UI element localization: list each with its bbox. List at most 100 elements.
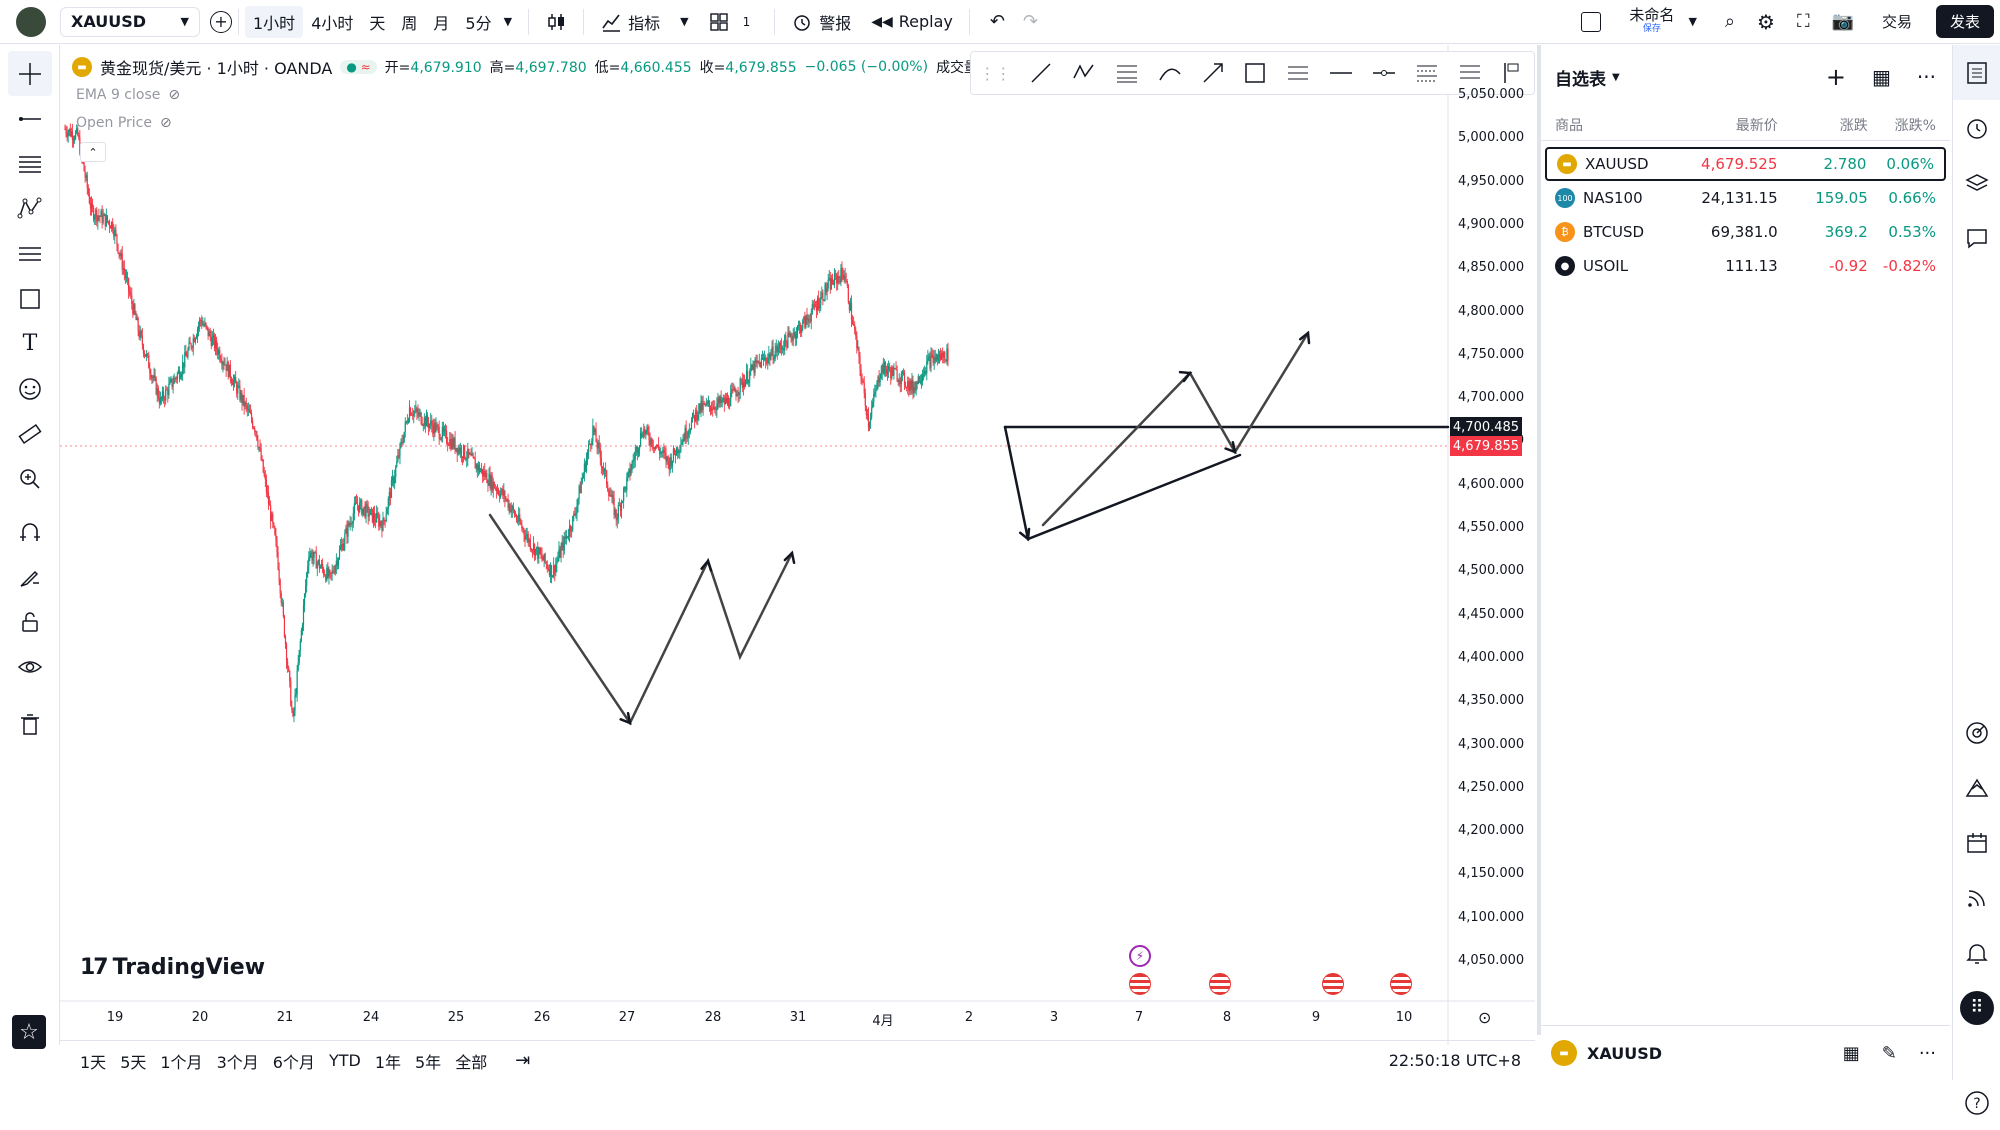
fib-retracement-icon[interactable] xyxy=(1114,60,1140,86)
stay-drawing-icon[interactable] xyxy=(0,554,60,599)
add-symbol-icon[interactable]: + xyxy=(1825,63,1847,91)
chevron-down-icon[interactable]: ▼ xyxy=(1612,71,1620,83)
emoji-icon[interactable] xyxy=(0,366,60,411)
watchlist-row-xauusd[interactable]: ▬ XAUUSD 4,679.525 2.780 0.06% xyxy=(1545,147,1946,181)
collapse-legend-icon[interactable]: ⌃ xyxy=(80,142,106,162)
replay-button[interactable]: ◀◀ Replay xyxy=(861,0,963,44)
range-1y[interactable]: 1年 xyxy=(374,1052,401,1072)
clock-timezone[interactable]: 22:50:18 UTC+8 xyxy=(1388,1051,1521,1070)
fullscreen-layout-icon[interactable] xyxy=(1581,11,1602,32)
chevron-down-icon[interactable]: ▼ xyxy=(503,15,513,28)
more-icon[interactable]: ··· xyxy=(1916,65,1936,89)
curve-icon[interactable] xyxy=(1157,60,1183,86)
range-5y[interactable]: 5年 xyxy=(415,1052,442,1072)
settings-gear-icon[interactable]: ⚙ xyxy=(1757,9,1775,34)
range-1m[interactable]: 1个月 xyxy=(160,1052,203,1072)
trade-button[interactable]: 交易 xyxy=(1881,13,1912,31)
interval-1d[interactable]: 天 xyxy=(369,13,386,33)
legend-title[interactable]: 黄金现货/美元 · 1小时 · OANDA xyxy=(100,59,333,78)
open-price-indicator-row[interactable]: Open Price ⊘ xyxy=(76,115,172,131)
range-1d[interactable]: 1天 xyxy=(80,1052,107,1072)
col-change[interactable]: 涨跌 xyxy=(1839,117,1868,134)
arrow-line-icon[interactable] xyxy=(1200,60,1226,86)
redo-icon[interactable]: ↷ xyxy=(1022,11,1039,32)
indicators-button[interactable]: 指标 ▼ xyxy=(590,0,698,44)
parallel-channel-icon[interactable] xyxy=(1285,60,1311,86)
object-tree-icon[interactable] xyxy=(1953,155,2000,210)
advanced-view-icon[interactable]: ▦ xyxy=(1872,65,1891,89)
chart-area[interactable]: ▬ 黄金现货/美元 · 1小时 · OANDA ● ≈ 开=4,679.910 … xyxy=(60,45,1535,1045)
chat-icon[interactable] xyxy=(1953,210,2000,265)
interval-4h[interactable]: 4小时 xyxy=(311,13,354,33)
rectangle-icon[interactable] xyxy=(0,276,60,321)
notifications-bell-icon[interactable] xyxy=(1953,925,2000,980)
ema-indicator-row[interactable]: EMA 9 close ⊘ xyxy=(76,87,180,103)
col-change-pct[interactable]: 涨跌% xyxy=(1894,117,1936,134)
watchlist-icon[interactable] xyxy=(1953,45,2000,100)
horizontal-line-icon[interactable] xyxy=(1328,60,1354,86)
range-6m[interactable]: 6个月 xyxy=(272,1052,315,1072)
pitchfork-icon[interactable] xyxy=(1457,60,1483,86)
layouts-button[interactable]: 1 xyxy=(699,0,761,44)
trend-line-icon[interactable] xyxy=(1028,60,1054,86)
ideas-icon[interactable] xyxy=(1953,760,2000,815)
drag-handle-icon[interactable]: ⋮⋮ xyxy=(979,63,1012,83)
chevron-down-icon[interactable]: ▼ xyxy=(680,15,689,28)
chevron-down-icon[interactable]: ▼ xyxy=(1688,15,1697,28)
alert-button[interactable]: 警报 xyxy=(781,0,861,44)
us-flag-icon[interactable] xyxy=(1390,973,1412,995)
event-flash-icon[interactable]: ⚡ xyxy=(1129,945,1151,967)
axis-settings-icon[interactable]: ⊙ xyxy=(1478,1008,1492,1027)
range-3m[interactable]: 3个月 xyxy=(216,1052,259,1072)
us-flag-icon[interactable] xyxy=(1209,973,1231,995)
add-symbol-icon[interactable]: + xyxy=(210,10,232,33)
watchlist-row-btcusd[interactable]: ₿ BTCUSD 69,381.0 369.2 0.53% xyxy=(1541,215,1950,249)
ruler-icon[interactable] xyxy=(0,411,60,456)
zoom-in-icon[interactable] xyxy=(0,456,60,501)
products-grid-icon[interactable]: ⠿ xyxy=(1953,980,2000,1035)
text-icon[interactable]: T xyxy=(22,331,38,356)
interval-1w[interactable]: 周 xyxy=(401,13,418,33)
eye-icon[interactable] xyxy=(0,644,60,689)
news-feed-icon[interactable] xyxy=(1953,870,2000,925)
horizontal-ray-icon[interactable] xyxy=(1371,60,1397,86)
xabcd-pattern-icon[interactable] xyxy=(1071,60,1097,86)
chart-type-button[interactable] xyxy=(535,0,577,44)
range-ytd[interactable]: YTD xyxy=(328,1051,361,1070)
us-flag-icon[interactable] xyxy=(1129,973,1151,995)
layout-grid-icon[interactable]: ▦ xyxy=(1842,1042,1860,1064)
gann-fan-icon[interactable] xyxy=(1414,60,1440,86)
symbol-search[interactable]: XAUUSD ▼ xyxy=(60,6,200,37)
lock-icon[interactable] xyxy=(0,599,60,644)
range-5d[interactable]: 5天 xyxy=(120,1052,147,1072)
calendar-icon[interactable] xyxy=(1953,815,2000,870)
trash-icon[interactable] xyxy=(0,701,60,746)
price-chart[interactable] xyxy=(60,45,1535,1045)
flag-icon[interactable] xyxy=(1500,60,1526,86)
camera-icon[interactable]: 📷 xyxy=(1831,11,1854,32)
avatar[interactable] xyxy=(16,6,46,37)
fib-icon[interactable] xyxy=(0,141,60,186)
watchlist-row-usoil[interactable]: ● USOIL 111.13 -0.92 -0.82% xyxy=(1541,249,1950,283)
favorite-star-button[interactable]: ☆ xyxy=(12,1015,46,1049)
edit-icon[interactable]: ✎ xyxy=(1881,1042,1897,1064)
crosshair-icon[interactable] xyxy=(8,51,52,96)
fullscreen-icon[interactable]: ⛶ xyxy=(1796,11,1810,32)
rectangle-icon[interactable] xyxy=(1242,60,1268,86)
watchlist-title[interactable]: 自选表 xyxy=(1555,69,1606,90)
eye-off-icon[interactable]: ⊘ xyxy=(160,115,172,131)
alerts-clock-icon[interactable] xyxy=(1953,100,2000,155)
interval-1h[interactable]: 1小时 xyxy=(245,5,304,38)
interval-5m[interactable]: 5分 xyxy=(465,13,492,33)
screener-icon[interactable] xyxy=(1953,705,2000,760)
pattern-icon[interactable] xyxy=(0,186,60,231)
help-icon[interactable]: ? xyxy=(1953,1075,2000,1130)
eye-off-icon[interactable]: ⊘ xyxy=(168,87,181,103)
col-last[interactable]: 最新价 xyxy=(1735,117,1778,134)
details-symbol[interactable]: XAUUSD xyxy=(1587,1043,1663,1063)
col-symbol[interactable]: 商品 xyxy=(1555,117,1583,134)
publish-button[interactable]: 发表 xyxy=(1935,5,1994,38)
date-range-icon[interactable]: ⇥ xyxy=(515,1050,531,1071)
more-icon[interactable]: ··· xyxy=(1918,1042,1936,1064)
quick-search-icon[interactable]: ⌕ xyxy=(1724,11,1735,32)
